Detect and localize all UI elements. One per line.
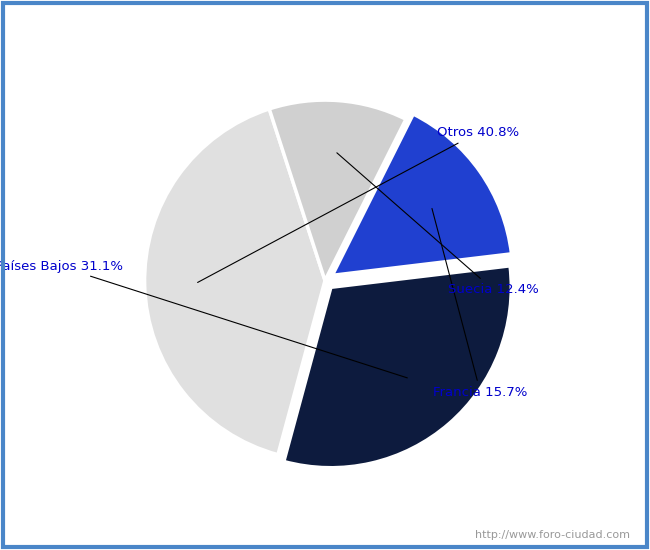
Wedge shape <box>332 114 512 276</box>
Text: Otros 40.8%: Otros 40.8% <box>198 126 519 283</box>
Wedge shape <box>284 266 512 468</box>
Text: Países Bajos 31.1%: Países Bajos 31.1% <box>0 260 408 378</box>
Text: Francia 15.7%: Francia 15.7% <box>432 208 528 399</box>
Text: http://www.foro-ciudad.com: http://www.foro-ciudad.com <box>476 530 630 540</box>
Text: Tineo - Turistas extranjeros según país - Abril de 2024: Tineo - Turistas extranjeros según país … <box>119 16 531 33</box>
Wedge shape <box>144 109 325 455</box>
Wedge shape <box>269 100 406 280</box>
Text: Suecia 12.4%: Suecia 12.4% <box>337 153 538 296</box>
